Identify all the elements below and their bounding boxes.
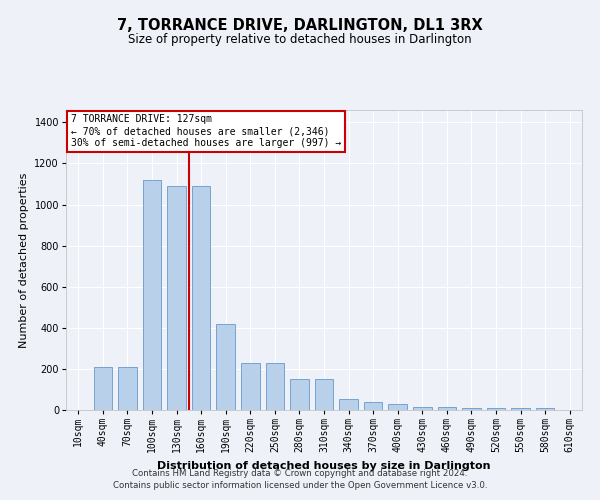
Bar [364,402,382,410]
Bar [315,379,333,410]
Bar [536,408,554,410]
Text: 7, TORRANCE DRIVE, DARLINGTON, DL1 3RX: 7, TORRANCE DRIVE, DARLINGTON, DL1 3RX [117,18,483,32]
Bar [487,408,505,410]
Y-axis label: Number of detached properties: Number of detached properties [19,172,29,348]
Bar [192,186,211,410]
Text: Contains HM Land Registry data © Crown copyright and database right 2024.: Contains HM Land Registry data © Crown c… [132,468,468,477]
Bar [511,408,530,410]
Bar [413,407,431,410]
Bar [266,362,284,410]
Bar [340,398,358,410]
Bar [241,362,260,410]
Bar [217,324,235,410]
Bar [143,180,161,410]
Bar [167,186,186,410]
X-axis label: Distribution of detached houses by size in Darlington: Distribution of detached houses by size … [157,460,491,470]
Bar [94,367,112,410]
Bar [462,408,481,410]
Bar [389,404,407,410]
Bar [290,379,308,410]
Text: Contains public sector information licensed under the Open Government Licence v3: Contains public sector information licen… [113,481,487,490]
Text: Size of property relative to detached houses in Darlington: Size of property relative to detached ho… [128,32,472,46]
Bar [118,367,137,410]
Bar [437,407,456,410]
Text: 7 TORRANCE DRIVE: 127sqm
← 70% of detached houses are smaller (2,346)
30% of sem: 7 TORRANCE DRIVE: 127sqm ← 70% of detach… [71,114,341,148]
